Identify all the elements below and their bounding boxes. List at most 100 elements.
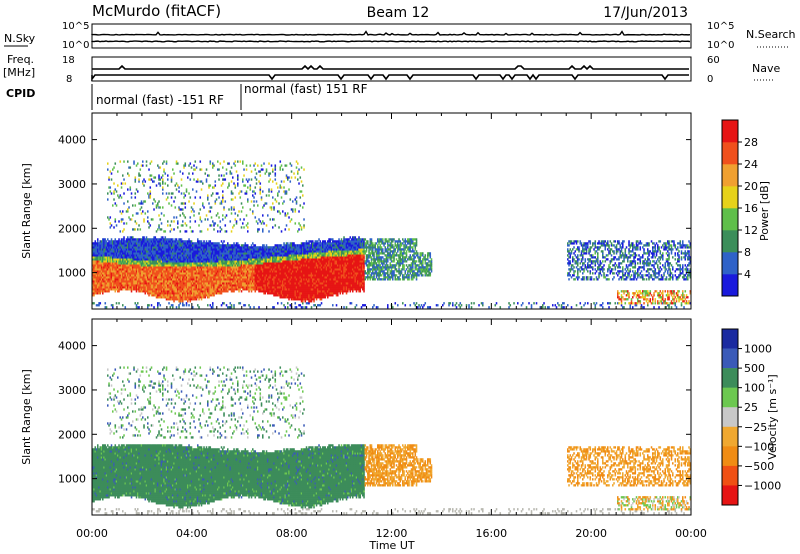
freq-traces xyxy=(91,64,689,82)
power-cell xyxy=(120,262,123,265)
power-cell xyxy=(154,286,157,289)
power-cell xyxy=(127,254,129,257)
power-cell xyxy=(165,254,168,257)
power-cell xyxy=(195,274,198,277)
power-cell xyxy=(232,198,234,201)
power-cell xyxy=(210,268,213,271)
power-cell xyxy=(185,266,188,269)
power-cell xyxy=(203,274,205,277)
power-cell xyxy=(134,286,137,289)
power-cell xyxy=(125,210,128,213)
power-cell xyxy=(114,248,117,251)
power-cell xyxy=(164,262,167,265)
power-cell xyxy=(153,262,155,265)
power-cell xyxy=(240,246,243,249)
power-cell xyxy=(174,286,177,289)
power-cell xyxy=(213,288,215,291)
power-cell xyxy=(250,178,253,181)
power-cell xyxy=(200,188,203,191)
power-cell xyxy=(170,282,173,285)
power-cell xyxy=(234,248,237,251)
power-cell xyxy=(139,286,142,289)
power-cell xyxy=(105,282,108,285)
power-cell xyxy=(149,254,152,257)
power-cell xyxy=(250,246,253,249)
power-cell xyxy=(165,242,168,245)
power-cell xyxy=(119,276,122,279)
power-cell xyxy=(177,250,179,253)
power-cell xyxy=(93,280,95,283)
power-cell xyxy=(117,270,119,273)
power-cell xyxy=(234,286,237,289)
power-cell xyxy=(190,286,193,289)
power-cell xyxy=(150,268,153,271)
power-cell xyxy=(174,274,177,277)
power-cell xyxy=(129,254,132,257)
power-cell xyxy=(217,258,219,261)
power-cell xyxy=(130,192,133,195)
power-cell xyxy=(188,248,190,251)
power-cell xyxy=(142,246,144,249)
power-cell xyxy=(137,284,139,287)
power-cell xyxy=(118,246,120,249)
power-cell xyxy=(112,266,114,269)
power-cell xyxy=(167,282,169,285)
power-cell xyxy=(148,244,150,247)
power-cell xyxy=(254,252,257,255)
power-cell xyxy=(212,260,214,263)
power-cell xyxy=(198,248,200,251)
power-cell xyxy=(219,230,222,233)
power-cell xyxy=(143,184,145,187)
power-cell xyxy=(204,290,207,293)
power-cell xyxy=(184,290,187,293)
power-cell xyxy=(155,264,158,267)
power-cell xyxy=(283,242,285,245)
power-cell xyxy=(152,276,154,279)
power-cell xyxy=(205,268,208,271)
power-cell xyxy=(189,274,192,277)
power-cell xyxy=(247,198,249,201)
power-cell xyxy=(230,190,233,193)
power-cell xyxy=(183,270,185,273)
power-cell xyxy=(193,264,195,267)
power-cell xyxy=(210,260,213,263)
power-cell xyxy=(120,264,123,267)
power-cell xyxy=(253,190,255,193)
power-cell xyxy=(179,288,182,291)
power-cell xyxy=(255,260,258,263)
power-cell xyxy=(209,242,212,245)
power-cell xyxy=(239,256,242,259)
power-cell xyxy=(120,244,123,247)
power-cell xyxy=(143,218,145,221)
power-cell xyxy=(242,244,244,247)
power-cell xyxy=(212,266,214,269)
power-cell xyxy=(220,228,223,231)
power-cell xyxy=(133,228,135,231)
power-cell xyxy=(194,254,197,257)
power-cell xyxy=(234,274,237,277)
power-cell xyxy=(220,268,223,271)
power-cell xyxy=(182,284,184,287)
power-cell xyxy=(97,252,99,255)
power-cell xyxy=(132,236,134,239)
power-cell xyxy=(205,286,208,289)
power-cell xyxy=(179,292,182,295)
power-cell xyxy=(147,210,149,213)
power-cell xyxy=(180,274,183,277)
nsky-label: N.Sky xyxy=(4,32,36,45)
power-cell xyxy=(144,212,147,215)
power-cell xyxy=(234,184,237,187)
power-cell xyxy=(225,172,228,175)
power-cell xyxy=(180,300,183,303)
power-cell xyxy=(103,260,105,263)
power-cell xyxy=(107,252,109,255)
power-cell xyxy=(162,262,164,265)
power-cell xyxy=(150,260,153,263)
power-cell xyxy=(158,240,160,243)
power-cell xyxy=(118,248,120,251)
power-cell xyxy=(114,284,117,287)
power-cell xyxy=(128,284,130,287)
power-cell xyxy=(235,282,238,285)
power-cell xyxy=(243,244,245,247)
power-cell xyxy=(240,260,243,263)
